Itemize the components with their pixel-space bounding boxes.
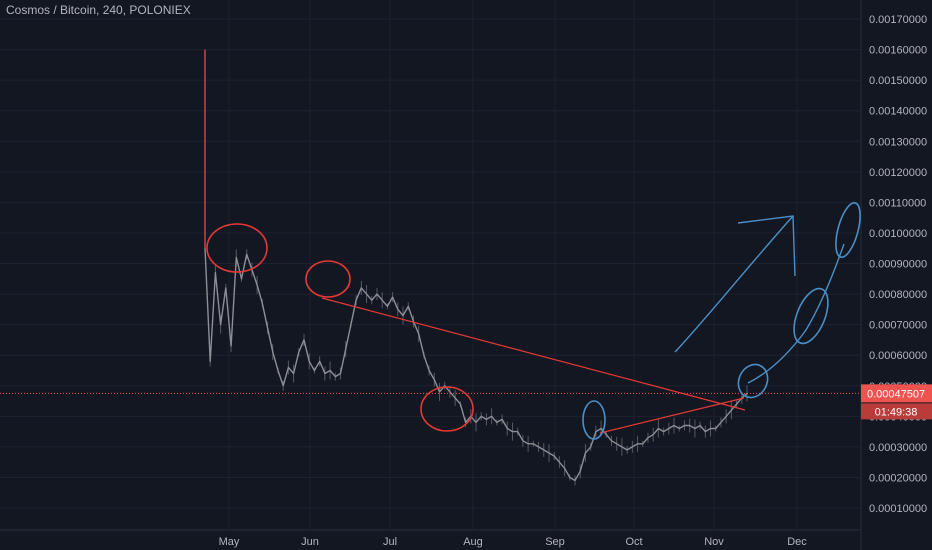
blue-arrow-head <box>737 215 796 277</box>
y-tick-label: 0.00030000 <box>869 442 927 454</box>
blue-circle-target-2 <box>835 202 861 258</box>
trendline-rising <box>599 397 745 434</box>
countdown-tag <box>861 403 932 420</box>
drawings <box>206 202 861 440</box>
trendline-descending <box>321 297 746 411</box>
y-tick-label: 0.00130000 <box>869 136 927 148</box>
x-tick-label: May <box>219 536 240 548</box>
y-tick-label: 0.00170000 <box>869 14 927 26</box>
y-tick-label: 0.00150000 <box>869 75 927 87</box>
blue-arrow-shaft <box>674 215 794 353</box>
blue-projection-curve <box>747 243 845 384</box>
y-tick-label: 0.00070000 <box>869 320 927 332</box>
y-tick-label: 0.00010000 <box>869 503 927 515</box>
x-axis: May Jun Jul Aug Sep Oct Nov Dec <box>0 529 861 548</box>
x-tick-label: Dec <box>787 536 807 548</box>
blue-circle-target-1 <box>793 287 829 345</box>
y-tick-label: 0.00160000 <box>869 45 927 57</box>
grid <box>0 0 861 530</box>
y-tick-label: 0.00090000 <box>869 259 927 271</box>
red-circle-jun-peak <box>305 260 351 298</box>
y-tick-label: 0.00110000 <box>869 197 926 209</box>
y-axis: 0.00170000 0.00160000 0.00150000 0.00140000… <box>860 0 927 550</box>
y-tick-label: 0.00100000 <box>869 228 927 240</box>
red-circle-may-peak <box>206 223 268 273</box>
y-tick-label: 0.00060000 <box>869 350 927 362</box>
blue-circle-nov <box>737 363 769 399</box>
x-tick-label: Aug <box>463 536 483 548</box>
y-tick-label: 0.00020000 <box>869 472 927 484</box>
y-tick-label: 0.00080000 <box>869 289 927 301</box>
x-tick-label: Jun <box>301 536 319 548</box>
price-series <box>204 49 748 486</box>
current-price-tag <box>861 384 932 403</box>
x-tick-label: Jul <box>383 536 397 548</box>
countdown-label: 01:49:38 <box>875 406 918 418</box>
y-tick-label: 0.00140000 <box>869 106 927 118</box>
y-tick-label: 0.00120000 <box>869 167 927 179</box>
price-line <box>204 248 748 482</box>
chart-title: Cosmos / Bitcoin, 240, POLONIEX <box>6 3 191 17</box>
red-circle-jul-peak <box>420 386 474 432</box>
current-price: 0.00047507 01:49:38 <box>0 384 932 420</box>
blue-circle-sep <box>582 400 606 440</box>
current-price-label: 0.00047507 <box>867 388 925 400</box>
x-tick-label: Oct <box>625 536 642 548</box>
x-tick-label: Nov <box>704 536 724 548</box>
x-tick-label: Sep <box>545 536 565 548</box>
